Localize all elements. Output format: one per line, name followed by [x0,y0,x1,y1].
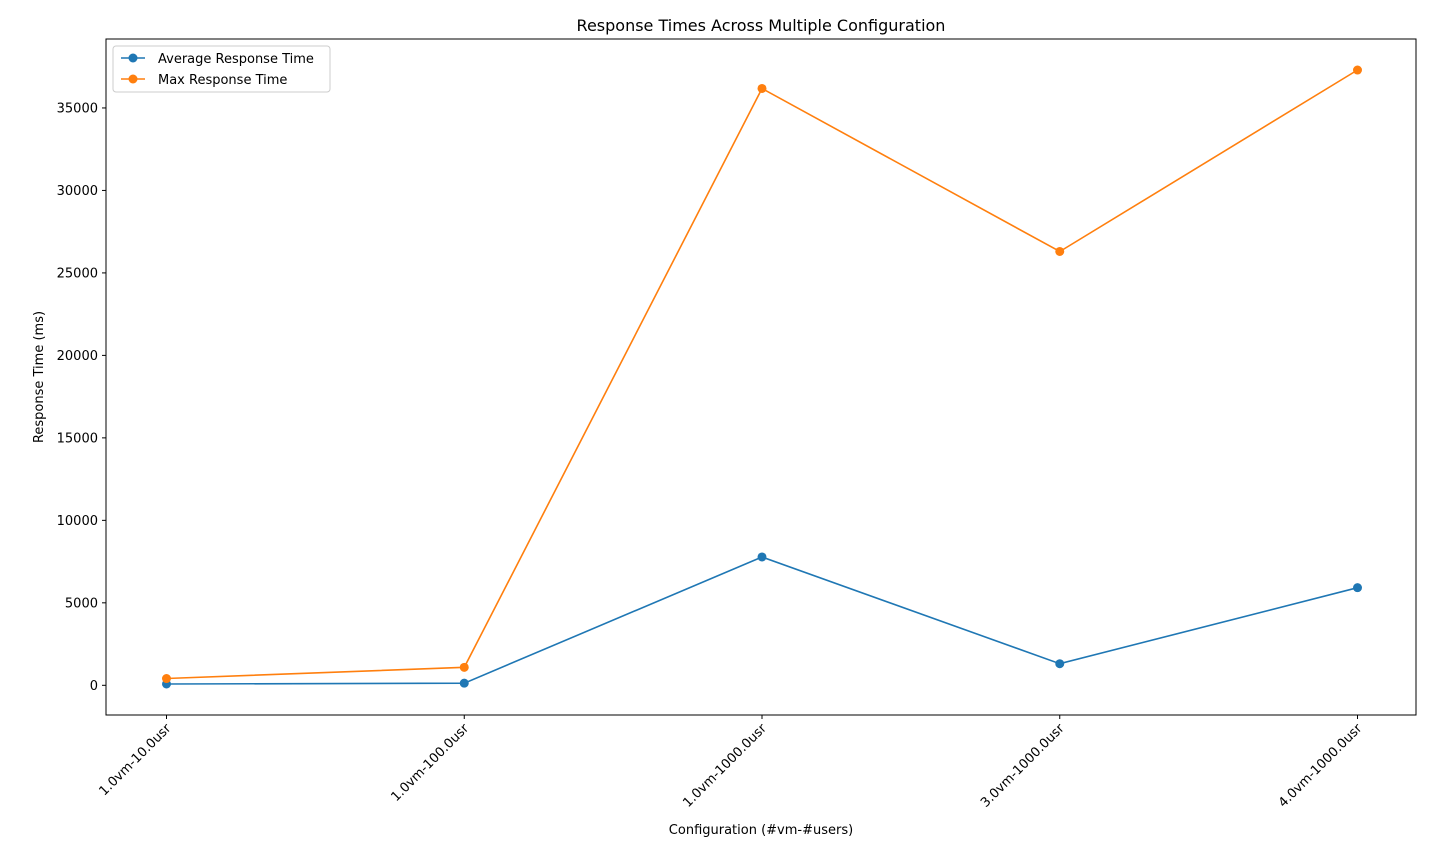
y-tick-label: 30000 [57,184,98,199]
y-tick-label: 35000 [57,101,98,116]
series-1-point-1 [459,662,469,672]
series-0-point-1 [459,678,469,688]
y-tick-label: 10000 [57,514,98,529]
axes-frame [105,38,1417,716]
legend-marker-0 [128,53,138,63]
y-tick-label: 25000 [57,266,98,281]
legend-box [112,45,331,93]
x-axis-title: Configuration (#vm-#users) [669,823,853,838]
series-1-point-2 [757,83,767,93]
series-1-point-4 [1353,65,1362,75]
legend-label-0: Average Response Time [158,52,314,67]
legend-marker-1 [128,74,138,84]
series-0-point-3 [1055,659,1065,669]
series-1-point-0 [162,674,171,684]
y-axis-title: Response Time (ms) [32,311,47,443]
y-tick-label: 0 [90,679,98,694]
series-0-point-2 [757,552,767,562]
y-tick-label: 5000 [65,596,98,611]
y-tick-label: 20000 [57,349,98,364]
legend-label-1: Max Response Time [158,73,287,88]
chart-title: Response Times Across Multiple Configura… [577,16,946,35]
y-tick-label: 15000 [57,431,98,446]
series-1-point-3 [1055,246,1065,256]
series-0-point-4 [1353,583,1362,593]
